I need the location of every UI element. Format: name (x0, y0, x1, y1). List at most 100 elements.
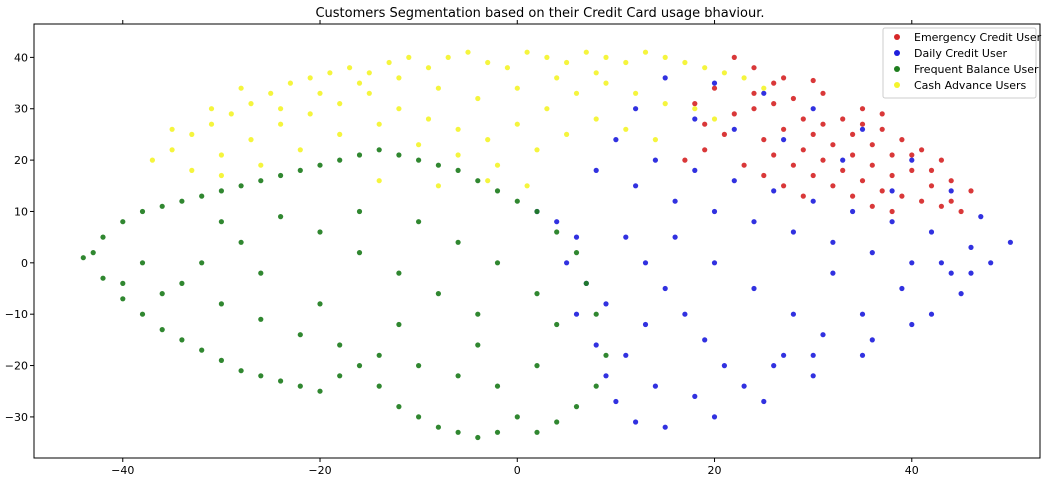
point-0-17 (850, 152, 856, 158)
point-0-46 (702, 147, 708, 153)
point-2-45 (278, 172, 284, 179)
point-1-35 (830, 239, 836, 245)
point-3-30 (741, 75, 747, 81)
point-0-22 (840, 167, 846, 173)
point-2-46 (258, 178, 264, 184)
point-0-58 (928, 167, 935, 173)
point-1-24 (761, 90, 767, 96)
point-2-9 (258, 373, 264, 379)
point-2-52 (139, 208, 146, 215)
point-2-35 (475, 178, 481, 184)
point-2-42 (337, 157, 343, 163)
point-3-36 (307, 111, 313, 117)
point-1-43 (810, 198, 816, 204)
point-2-61 (337, 342, 343, 348)
point-2-68 (435, 291, 441, 297)
point-1-5 (573, 311, 580, 317)
point-3-79 (711, 116, 718, 122)
point-1-9 (633, 419, 639, 425)
point-3-32 (189, 167, 195, 173)
point-1-67 (771, 363, 777, 369)
point-1-62 (711, 260, 718, 266)
point-3-31 (761, 85, 767, 91)
point-3-43 (514, 121, 520, 127)
point-1-1 (554, 219, 560, 225)
point-1-32 (711, 208, 718, 215)
point-0-13 (938, 157, 945, 163)
point-2-28 (593, 311, 599, 317)
point-2-15 (376, 383, 382, 389)
point-2-74 (199, 260, 205, 266)
point-2-84 (416, 219, 422, 225)
point-3-9 (327, 70, 333, 76)
point-1-26 (662, 75, 668, 81)
point-2-5 (179, 337, 185, 343)
point-3-2 (189, 131, 195, 137)
point-3-15 (445, 54, 451, 61)
point-3-60 (623, 126, 629, 132)
legend-label-2: Frequent Balance User (914, 63, 1039, 76)
point-1-6 (593, 342, 599, 348)
point-1-23 (810, 106, 816, 112)
point-2-85 (475, 342, 481, 348)
point-0-51 (771, 80, 777, 86)
point-3-12 (386, 59, 392, 66)
point-0-25 (899, 193, 905, 199)
point-1-76 (840, 157, 846, 163)
point-3-6 (268, 90, 274, 96)
point-3-19 (524, 49, 530, 55)
point-3-35 (278, 121, 284, 127)
point-2-55 (90, 250, 96, 256)
point-0-30 (948, 178, 954, 184)
point-3-10 (347, 65, 353, 71)
point-1-64 (830, 270, 836, 276)
point-3-25 (642, 49, 649, 55)
point-2-38 (416, 157, 422, 163)
point-0-7 (751, 106, 757, 112)
point-1-20 (948, 188, 954, 194)
point-2-81 (317, 301, 323, 307)
point-1-40 (928, 229, 935, 235)
point-1-13 (810, 373, 816, 379)
point-2-56 (139, 260, 146, 266)
point-3-49 (692, 106, 698, 112)
point-1-50 (662, 285, 668, 292)
point-0-52 (711, 85, 718, 91)
point-0-29 (928, 183, 935, 189)
point-1-2 (573, 234, 580, 240)
point-1-70 (623, 352, 629, 358)
point-1-66 (810, 352, 816, 358)
point-3-7 (287, 80, 293, 86)
point-2-67 (475, 311, 481, 317)
point-3-22 (583, 49, 589, 55)
point-2-13 (337, 373, 343, 379)
point-1-47 (652, 157, 659, 163)
point-3-39 (396, 106, 402, 112)
point-2-77 (455, 239, 461, 245)
point-0-56 (781, 183, 787, 189)
point-0-35 (800, 116, 806, 122)
point-3-0 (149, 157, 155, 163)
point-1-59 (938, 260, 945, 266)
point-1-52 (702, 337, 708, 343)
point-0-53 (692, 101, 698, 107)
point-0-1 (751, 65, 757, 71)
points-layer (80, 49, 1014, 441)
point-2-53 (120, 219, 126, 225)
chart-title: Customers Segmentation based on their Cr… (315, 6, 764, 21)
point-2-41 (356, 152, 363, 158)
point-3-28 (702, 65, 708, 71)
point-1-79 (692, 116, 698, 122)
point-0-34 (820, 121, 826, 127)
point-1-54 (741, 383, 747, 389)
point-0-15 (889, 172, 895, 179)
point-3-34 (248, 137, 254, 143)
point-1-10 (662, 424, 668, 430)
point-1-61 (751, 285, 757, 292)
point-0-62 (859, 106, 866, 112)
point-3-66 (317, 90, 323, 96)
point-2-16 (396, 404, 402, 410)
point-3-58 (564, 131, 570, 137)
point-1-39 (968, 244, 974, 250)
point-1-11 (711, 414, 718, 420)
